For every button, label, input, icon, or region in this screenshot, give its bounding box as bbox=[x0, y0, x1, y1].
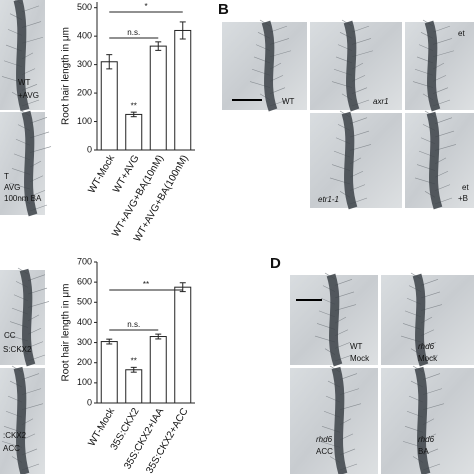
y-tick-label: 100 bbox=[77, 377, 92, 387]
micrograph bbox=[405, 22, 474, 110]
y-tick-label: 200 bbox=[77, 87, 92, 97]
y-tick-label: 400 bbox=[77, 31, 92, 41]
root-hair bbox=[339, 373, 358, 380]
image-label: ACC bbox=[316, 447, 333, 456]
root-hair bbox=[29, 117, 48, 124]
root bbox=[21, 110, 38, 217]
y-tick-label: 300 bbox=[77, 337, 92, 347]
error-bar bbox=[130, 366, 137, 373]
image-label: Mock bbox=[418, 354, 438, 363]
bar bbox=[100, 61, 118, 151]
image-label: Mock bbox=[350, 354, 370, 363]
bar bbox=[149, 45, 167, 151]
y-tick-label: 0 bbox=[87, 144, 92, 154]
y-tick-label: 700 bbox=[77, 256, 92, 266]
y-tick-label: 300 bbox=[77, 59, 92, 69]
error-bar bbox=[130, 111, 137, 118]
image-label: T bbox=[4, 172, 9, 181]
y-tick-label: 500 bbox=[77, 2, 92, 12]
error-bar bbox=[106, 54, 113, 70]
micrograph bbox=[405, 113, 474, 208]
significance: ** bbox=[131, 356, 137, 365]
y-tick-label: 500 bbox=[77, 297, 92, 307]
root bbox=[426, 111, 443, 210]
image-label: ACC bbox=[3, 444, 20, 453]
y-axis-label: Root hair length in μm bbox=[61, 27, 72, 125]
image-label: rhd6 bbox=[316, 435, 333, 444]
image-label: rhd6 bbox=[418, 342, 435, 351]
root-hair bbox=[21, 373, 40, 380]
image-label: rhd6 bbox=[418, 435, 435, 444]
image-label: +AVG bbox=[18, 91, 39, 100]
error-bar bbox=[155, 41, 162, 51]
image-label: CC bbox=[4, 331, 16, 340]
image-label: WT bbox=[282, 97, 295, 106]
root bbox=[261, 20, 278, 112]
image-label: BA bbox=[418, 447, 429, 456]
root bbox=[326, 273, 343, 367]
y-tick-label: 400 bbox=[77, 317, 92, 327]
image-label: :CKX2 bbox=[3, 431, 27, 440]
image-label: WT bbox=[18, 78, 31, 87]
significance: ** bbox=[131, 101, 137, 110]
significance: n.s. bbox=[127, 320, 140, 329]
error-bar bbox=[106, 338, 113, 345]
image-label: AVG bbox=[4, 183, 20, 192]
root bbox=[424, 20, 441, 112]
y-tick-label: 600 bbox=[77, 277, 92, 287]
bar bbox=[125, 113, 143, 151]
bar bbox=[149, 336, 167, 404]
image-label: axr1 bbox=[373, 97, 389, 106]
bar bbox=[125, 369, 143, 404]
root bbox=[414, 366, 431, 474]
micrograph bbox=[0, 270, 45, 365]
root bbox=[412, 273, 429, 367]
error-bar bbox=[155, 333, 162, 340]
image-label: 100nm BA bbox=[4, 194, 42, 203]
micrograph bbox=[290, 368, 378, 474]
y-tick-label: 200 bbox=[77, 357, 92, 367]
y-axis-label: Root hair length in μm bbox=[61, 283, 72, 381]
significance: ** bbox=[143, 280, 149, 289]
root bbox=[341, 111, 358, 210]
root bbox=[13, 0, 30, 112]
image-label: S:CKX2 bbox=[3, 345, 32, 354]
significance: * bbox=[144, 2, 147, 11]
image-label: +B bbox=[458, 194, 468, 203]
micrograph bbox=[381, 275, 474, 365]
image-label: et bbox=[462, 183, 469, 192]
root bbox=[343, 20, 360, 112]
panel-label: D bbox=[270, 255, 281, 272]
y-tick-label: 100 bbox=[77, 116, 92, 126]
root bbox=[13, 366, 30, 474]
y-tick-label: 0 bbox=[87, 397, 92, 407]
bar bbox=[174, 286, 192, 404]
micrograph bbox=[0, 112, 45, 215]
micrograph bbox=[310, 22, 402, 110]
micrograph bbox=[381, 368, 474, 474]
root-hair bbox=[422, 373, 441, 380]
root bbox=[331, 366, 348, 474]
root bbox=[19, 268, 36, 367]
bar bbox=[174, 29, 192, 151]
root-hair bbox=[21, 5, 40, 13]
image-label: et bbox=[458, 29, 465, 38]
micrograph bbox=[222, 22, 307, 110]
image-label: etr1-1 bbox=[318, 195, 339, 204]
panel-label: B bbox=[218, 1, 229, 18]
bar bbox=[100, 341, 118, 404]
error-bar bbox=[179, 21, 186, 40]
image-label: WT bbox=[350, 342, 363, 351]
significance: n.s. bbox=[127, 28, 140, 37]
